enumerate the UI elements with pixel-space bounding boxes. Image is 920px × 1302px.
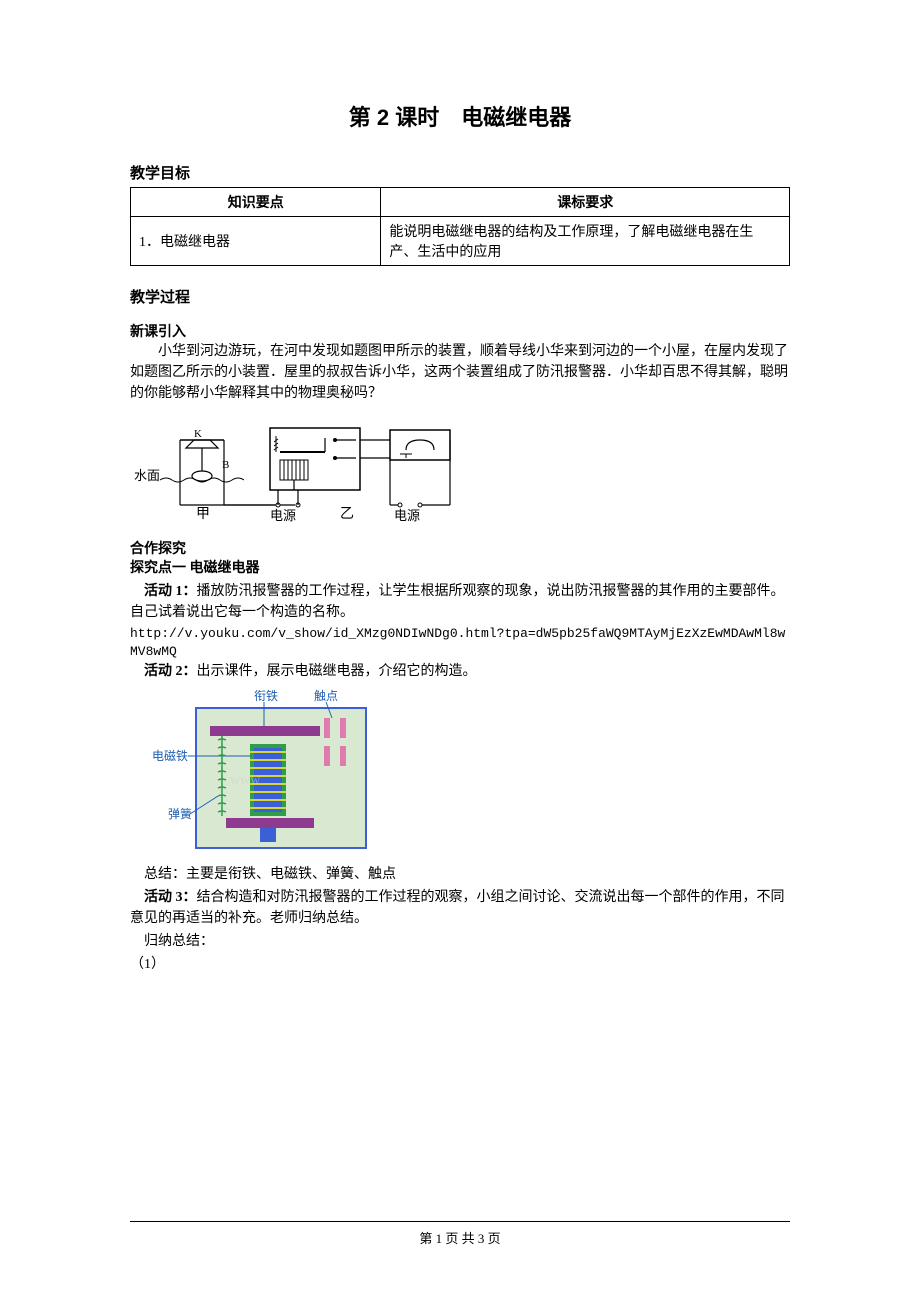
circuit-diagram: 水面 K B 甲 电源: [130, 410, 790, 530]
activity2-paragraph: 活动 2：出示课件，展示电磁继电器，介绍它的构造。: [130, 661, 790, 682]
water-label: 水面: [134, 468, 160, 483]
page-number: 第 1 页 共 3 页: [0, 1228, 920, 1247]
electromagnet-label: 电磁铁: [152, 748, 188, 763]
section-objectives-heading: 教学目标: [130, 162, 790, 183]
power1-label: 电源: [270, 508, 296, 523]
armature-label: 衔铁: [254, 689, 278, 703]
jia-label: 甲: [196, 507, 210, 522]
table-cell-requirement: 能说明电磁继电器的结构及工作原理，了解电磁继电器在生产、生活中的应用: [381, 217, 790, 266]
b-label: B: [222, 459, 229, 471]
activity3-label: 活动 3：: [144, 890, 197, 905]
explore-subheading: 探究点一 电磁继电器: [130, 558, 790, 579]
relay-diagram: 衔铁 触点 电磁铁 弹簧 www: [130, 688, 790, 858]
activity3-text: 结合构造和对防汛报警器的工作过程的观察，小组之间讨论、交流说出每一个部件的作用，…: [130, 890, 785, 926]
power2-label: 电源: [394, 508, 420, 523]
footer-divider: [130, 1221, 790, 1222]
intro-heading: 新课引入: [130, 321, 790, 341]
section-process-heading: 教学过程: [130, 286, 790, 307]
activity1-paragraph: 活动 1：播放防汛报警器的工作过程，让学生根据所观察的现象，说出防汛报警器的其作…: [130, 581, 790, 623]
contact-label: 触点: [314, 689, 338, 703]
table-header-col2: 课标要求: [381, 188, 790, 217]
table-cell-topic: 1．电磁继电器: [131, 217, 381, 266]
spring-label: 弹簧: [168, 806, 192, 821]
svg-text:www: www: [230, 773, 261, 788]
activity3-paragraph: 活动 3：结合构造和对防汛报警器的工作过程的观察，小组之间讨论、交流说出每一个部…: [130, 887, 790, 929]
explore-heading: 合作探究: [130, 538, 790, 558]
objectives-table: 知识要点 课标要求 1．电磁继电器 能说明电磁继电器的结构及工作原理，了解电磁继…: [130, 187, 790, 266]
k-label: K: [194, 428, 202, 440]
item1-text: （1）: [130, 954, 790, 975]
url-text: http://v.youku.com/v_show/id_XMzg0NDIwND…: [130, 625, 790, 661]
activity2-text: 出示课件，展示电磁继电器，介绍它的构造。: [197, 664, 477, 679]
activity2-label: 活动 2：: [144, 664, 197, 679]
page-title: 第 2 课时 电磁继电器: [130, 100, 790, 132]
intro-paragraph: 小华到河边游玩，在河中发现如题图甲所示的装置，顺着导线小华来到河边的一个小屋，在…: [130, 341, 790, 404]
yi-label: 乙: [340, 506, 354, 522]
table-header-row: 知识要点 课标要求: [131, 188, 790, 217]
summary2-text: 归纳总结：: [130, 931, 790, 952]
activity1-label: 活动 1：: [144, 584, 197, 599]
activity1-text: 播放防汛报警器的工作过程，让学生根据所观察的现象，说出防汛报警器的其作用的主要部…: [130, 584, 785, 620]
table-row: 1．电磁继电器 能说明电磁继电器的结构及工作原理，了解电磁继电器在生产、生活中的…: [131, 217, 790, 266]
table-header-col1: 知识要点: [131, 188, 381, 217]
summary1-text: 总结：主要是衔铁、电磁铁、弹簧、触点: [130, 864, 790, 885]
